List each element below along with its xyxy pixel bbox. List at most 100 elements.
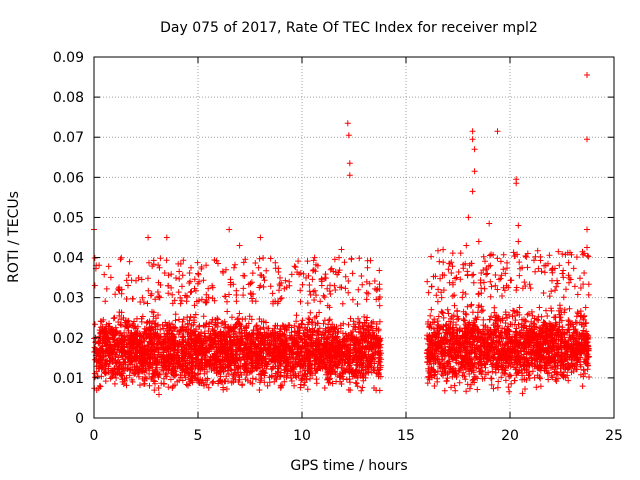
data-point [147,292,154,299]
data-point [128,366,135,373]
data-point [233,298,240,305]
data-point [541,269,548,276]
data-point [198,265,205,272]
data-point [341,259,348,266]
data-point [224,308,231,315]
data-point [313,292,319,299]
data-point [336,254,342,261]
data-point [188,264,194,271]
data-point [544,313,551,319]
data-point [165,290,172,297]
data-point [574,291,581,298]
data-point [240,259,247,266]
data-point [240,272,247,279]
data-point [356,255,363,262]
data-point [151,387,158,394]
data-point [105,263,112,270]
data-point [286,282,293,289]
data-point [538,268,545,275]
data-point [177,300,184,307]
data-point [227,276,234,283]
data-point [425,289,432,296]
data-point [478,285,485,292]
data-point [559,270,566,277]
data-point [327,282,333,289]
data-point [307,309,314,316]
data-point [117,256,124,263]
data-point [444,306,451,313]
data-point [459,294,466,301]
data-point [233,287,240,294]
data-point [540,290,547,296]
data-point [342,285,349,292]
data-point [256,255,263,262]
data-point [321,385,328,391]
data-point [538,313,545,320]
data-point [527,285,534,292]
data-point [354,383,361,390]
data-point [371,278,378,284]
data-point [256,387,263,393]
data-point [205,285,212,292]
data-point [494,384,501,391]
data-point [94,373,101,380]
data-point [355,315,361,322]
data-point [451,292,458,299]
data-point [161,381,168,387]
data-point [535,265,542,272]
data-point [427,312,434,319]
data-point [500,251,507,258]
data-point [261,277,268,284]
data-point [424,278,431,285]
data-point [282,277,289,284]
data-point [440,314,447,321]
data-point [107,274,114,281]
data-point [457,250,464,257]
data-point [188,288,195,295]
data-point [152,296,159,303]
data-point [441,387,448,394]
data-point [278,295,285,301]
data-point [297,298,304,305]
data-point [359,281,366,288]
chart-title: Day 075 of 2017, Rate Of TEC Index for r… [160,20,538,36]
data-point [219,378,226,385]
data-point [487,293,494,300]
data-point [345,386,352,393]
data-point [347,315,354,322]
data-point [339,300,346,307]
data-point [196,323,203,330]
data-point [260,283,267,290]
data-point [577,275,583,282]
data-point [566,275,573,281]
data-point [295,258,302,265]
data-point [264,325,271,332]
data-point [431,383,438,389]
data-point [263,267,270,274]
data-point [165,384,172,391]
data-point [445,310,452,317]
data-point [191,302,198,309]
data-point [359,384,366,391]
data-point [573,254,580,261]
data-point [195,270,201,277]
data-point [326,317,333,324]
data-point [156,293,162,300]
data-point [552,287,558,294]
data-point [179,283,185,290]
data-point [157,371,163,377]
data-points [91,72,592,398]
data-point [304,300,311,307]
data-point [231,373,238,380]
data-point [276,287,282,294]
data-point [449,293,456,300]
data-point [586,374,592,380]
data-point [318,282,325,289]
data-point [316,309,323,316]
data-point [156,264,163,271]
data-point [149,374,155,381]
data-point [531,257,537,264]
data-point [353,380,360,387]
data-point [565,259,572,266]
data-point [223,386,230,392]
